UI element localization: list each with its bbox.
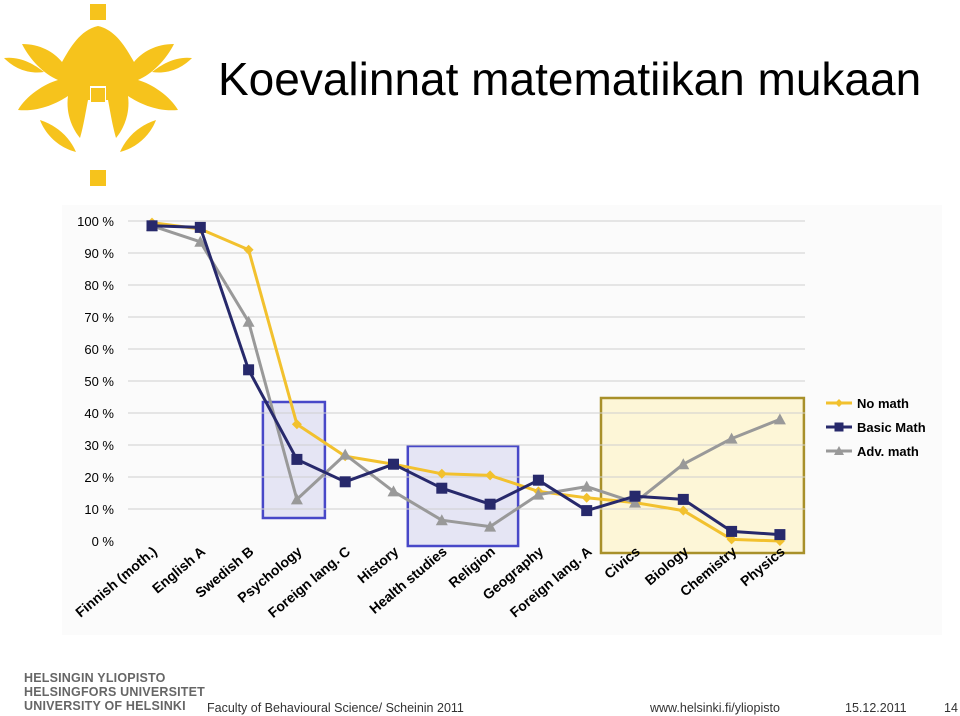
data-point — [194, 221, 206, 233]
data-point — [436, 468, 447, 479]
series-line-adv-math — [151, 224, 781, 529]
y-tick-label: 10 % — [84, 502, 114, 517]
data-point — [581, 492, 592, 503]
helsinki-flame-logo-icon — [4, 4, 192, 186]
legend-marker — [835, 399, 843, 407]
data-point — [773, 413, 786, 425]
university-name-sv: HELSINGFORS UNIVERSITET — [24, 685, 206, 699]
data-point — [629, 496, 641, 508]
y-tick-label: 80 % — [84, 278, 114, 293]
data-point — [580, 480, 593, 492]
y-tick-label: 30 % — [84, 438, 114, 453]
footer-credit: Faculty of Behavioural Science/ Scheinin… — [207, 701, 464, 715]
chart-area-background — [62, 205, 942, 635]
series-line-basic-math — [151, 224, 780, 537]
data-point — [194, 235, 207, 247]
legend-marker — [834, 446, 844, 455]
data-point — [774, 529, 786, 541]
data-point — [242, 315, 255, 327]
data-point — [677, 458, 690, 470]
y-tick-label: 0 % — [92, 534, 115, 549]
data-point — [435, 514, 448, 526]
data-point — [388, 458, 399, 470]
y-tick-label: 50 % — [84, 374, 114, 389]
data-point — [485, 470, 496, 481]
series-line-no-math — [151, 221, 780, 543]
data-point — [629, 490, 641, 502]
data-point — [146, 220, 158, 232]
data-point — [387, 485, 400, 497]
data-point — [291, 419, 302, 430]
footer-url[interactable]: www.helsinki.fi/yliopisto — [650, 701, 780, 715]
legend-label: Basic Math — [857, 420, 926, 435]
data-point — [678, 505, 689, 516]
data-point — [532, 474, 544, 486]
y-tick-label: 100 % — [77, 214, 114, 229]
data-point — [243, 364, 255, 376]
data-point — [290, 493, 303, 505]
university-name-block: HELSINGIN YLIOPISTO HELSINGFORS UNIVERSI… — [24, 671, 205, 713]
y-tick-label: 60 % — [84, 342, 114, 357]
page-number: 14 — [944, 701, 958, 715]
legend-marker — [834, 422, 844, 432]
data-point — [581, 505, 593, 517]
y-tick-label: 70 % — [84, 310, 114, 325]
y-tick-label: 40 % — [84, 406, 114, 421]
data-point — [726, 525, 738, 537]
data-point — [484, 498, 496, 510]
data-point — [291, 453, 303, 465]
data-point — [339, 476, 351, 488]
data-point — [677, 493, 689, 505]
y-tick-label: 20 % — [84, 470, 114, 485]
legend-label: Adv. math — [857, 444, 919, 459]
university-name-fi: HELSINGIN YLIOPISTO — [24, 671, 166, 685]
data-point — [436, 482, 448, 494]
data-point — [339, 448, 352, 460]
footer-date: 15.12.2011 — [845, 701, 907, 715]
data-point — [243, 244, 254, 255]
data-point — [725, 432, 738, 444]
data-point — [532, 488, 545, 500]
y-tick-label: 90 % — [84, 246, 114, 261]
legend-label: No math — [857, 396, 909, 411]
data-point — [484, 520, 497, 532]
slide-title: Koevalinnat matematiikan mukaan — [218, 53, 922, 105]
university-name-en: UNIVERSITY OF HELSINKI — [24, 699, 186, 713]
